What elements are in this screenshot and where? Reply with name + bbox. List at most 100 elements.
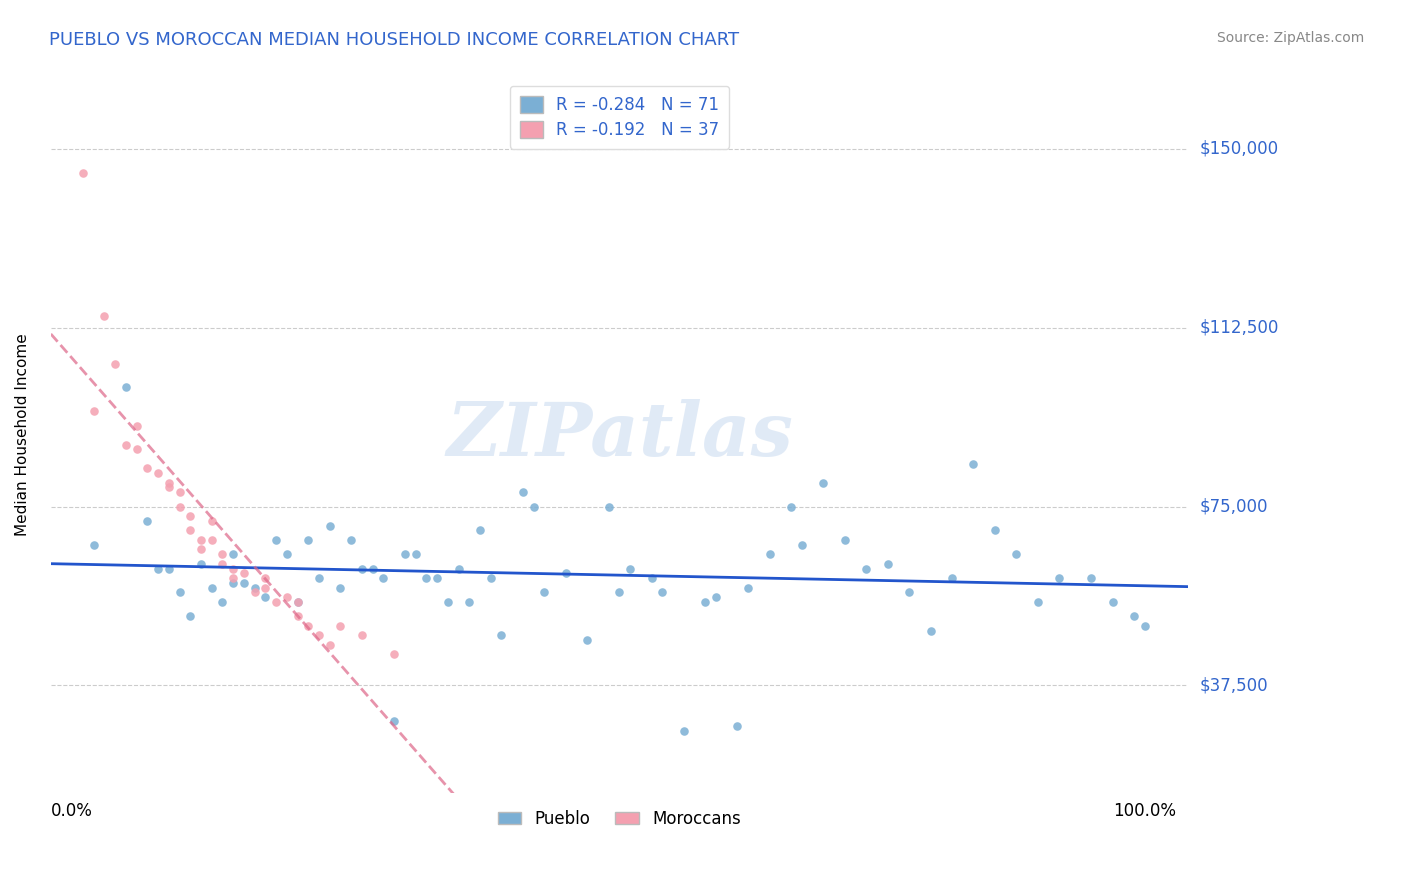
Point (898, 585, 921, 599)
Point (287, 595, 309, 609)
Point (243, 581, 266, 595)
Point (329, 619, 352, 633)
Point (920, 624, 942, 638)
Point (254, 581, 277, 595)
Point (115, 437, 138, 451)
Point (254, 590, 277, 604)
Point (211, 547, 233, 561)
Point (136, 514, 159, 528)
Point (222, 561, 245, 575)
Point (834, 533, 856, 547)
Point (737, 581, 759, 595)
Point (319, 518, 342, 533)
Point (169, 585, 191, 599)
Point (179, 524, 201, 538)
Point (619, 561, 641, 575)
Point (447, 561, 470, 575)
Point (695, 595, 717, 609)
Point (350, 628, 373, 642)
Point (415, 571, 437, 585)
Point (201, 514, 224, 528)
Point (308, 571, 330, 585)
Point (350, 561, 373, 575)
Point (211, 595, 233, 609)
Y-axis label: Median Household Income: Median Household Income (15, 334, 30, 536)
Text: $112,500: $112,500 (1199, 318, 1278, 337)
Point (264, 595, 287, 609)
Point (1047, 571, 1070, 585)
Point (405, 547, 427, 561)
Point (1133, 619, 1156, 633)
Point (1005, 547, 1028, 561)
Point (190, 533, 212, 547)
Point (361, 561, 384, 575)
Point (308, 628, 330, 642)
Point (243, 585, 266, 599)
Point (157, 561, 180, 575)
Point (276, 547, 298, 561)
Point (211, 557, 233, 571)
Point (179, 509, 201, 524)
Point (1026, 595, 1049, 609)
Point (426, 571, 449, 585)
Point (104, 357, 127, 371)
Point (436, 595, 458, 609)
Point (264, 533, 287, 547)
Point (125, 418, 148, 433)
Point (984, 524, 1007, 538)
Point (83, 538, 105, 552)
Point (329, 581, 352, 595)
Point (598, 500, 620, 514)
Point (340, 533, 363, 547)
Point (319, 638, 342, 652)
Point (146, 561, 169, 575)
Point (146, 466, 169, 480)
Text: $150,000: $150,000 (1199, 140, 1278, 158)
Point (554, 566, 576, 581)
Text: $75,000: $75,000 (1199, 498, 1268, 516)
Point (254, 571, 277, 585)
Point (373, 571, 395, 585)
Point (169, 500, 191, 514)
Point (479, 571, 502, 585)
Point (962, 457, 984, 471)
Point (222, 571, 245, 585)
Point (93, 309, 115, 323)
Point (609, 585, 631, 599)
Point (1102, 595, 1125, 609)
Point (533, 585, 555, 599)
Point (876, 557, 898, 571)
Point (640, 571, 662, 585)
Point (297, 533, 319, 547)
Point (458, 595, 481, 609)
Point (855, 561, 877, 575)
Point (287, 609, 309, 624)
Point (1080, 571, 1102, 585)
Point (201, 581, 224, 595)
Point (491, 628, 513, 642)
Text: Source: ZipAtlas.com: Source: ZipAtlas.com (1216, 31, 1364, 45)
Point (201, 533, 224, 547)
Point (157, 481, 180, 495)
Point (115, 380, 138, 394)
Point (790, 538, 813, 552)
Point (394, 547, 416, 561)
Point (72, 166, 94, 180)
Point (125, 442, 148, 457)
Point (169, 485, 191, 500)
Point (179, 609, 201, 624)
Point (297, 619, 319, 633)
Point (468, 524, 491, 538)
Point (136, 461, 159, 475)
Point (780, 500, 803, 514)
Point (190, 557, 212, 571)
Point (382, 714, 405, 728)
Text: $37,500: $37,500 (1199, 676, 1268, 694)
Point (287, 595, 309, 609)
Point (222, 547, 245, 561)
Point (276, 590, 298, 604)
Point (704, 590, 727, 604)
Point (813, 475, 835, 490)
Point (651, 585, 673, 599)
Point (672, 723, 695, 738)
